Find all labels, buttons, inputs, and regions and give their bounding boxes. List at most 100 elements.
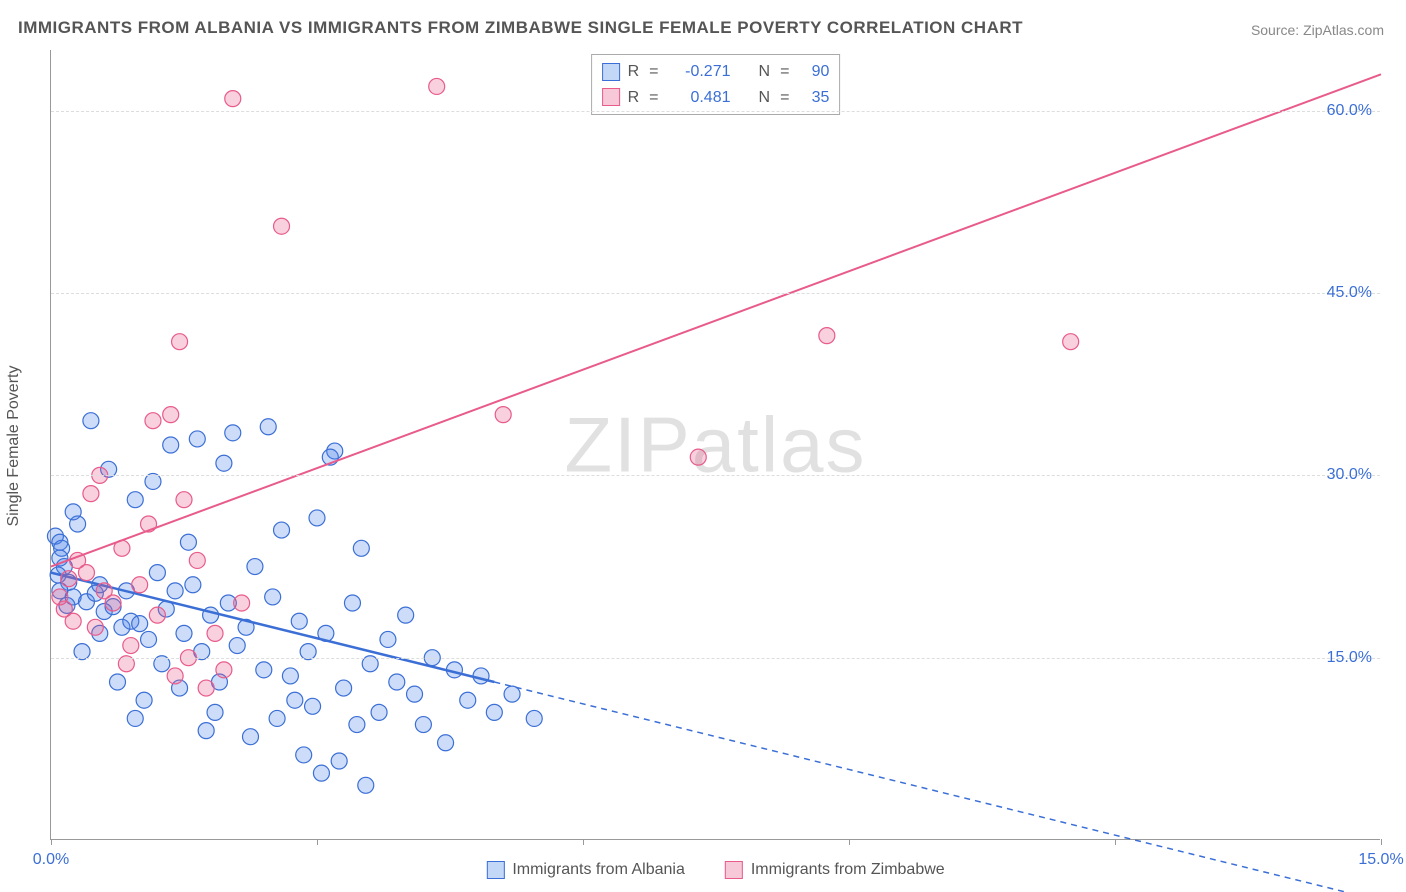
scatter-point: [460, 692, 476, 708]
scatter-point: [274, 218, 290, 234]
scatter-point: [274, 522, 290, 538]
scatter-point: [176, 492, 192, 508]
plot-area: ZIPatlas R = -0.271 N = 90 R = 0.481 N =…: [50, 50, 1380, 840]
x-tick: [51, 839, 52, 845]
scatter-point: [132, 577, 148, 593]
scatter-point: [127, 710, 143, 726]
scatter-point: [371, 704, 387, 720]
x-tick: [849, 839, 850, 845]
scatter-point: [265, 589, 281, 605]
scatter-point: [486, 704, 502, 720]
scatter-point: [127, 492, 143, 508]
scatter-point: [110, 674, 126, 690]
x-tick: [1115, 839, 1116, 845]
scatter-point: [87, 619, 103, 635]
scatter-point: [180, 534, 196, 550]
scatter-point: [473, 668, 489, 684]
scatter-point: [105, 595, 121, 611]
legend-item-zimbabwe: Immigrants from Zimbabwe: [725, 861, 945, 879]
scatter-point: [136, 692, 152, 708]
scatter-point: [123, 638, 139, 654]
scatter-point: [149, 565, 165, 581]
scatter-point: [407, 686, 423, 702]
scatter-point: [216, 662, 232, 678]
scatter-point: [145, 413, 161, 429]
scatter-point: [282, 668, 298, 684]
y-tick-label: 30.0%: [1327, 466, 1372, 484]
scatter-point: [78, 565, 94, 581]
gridline: [51, 658, 1380, 659]
scatter-point: [185, 577, 201, 593]
x-tick: [317, 839, 318, 845]
scatter-point: [260, 419, 276, 435]
scatter-point: [229, 638, 245, 654]
scatter-point: [358, 777, 374, 793]
scatter-point: [141, 631, 157, 647]
x-tick-label: 0.0%: [33, 851, 69, 869]
scatter-point: [313, 765, 329, 781]
scatter-point: [234, 595, 250, 611]
swatch-albania: [486, 861, 504, 879]
legend-item-albania: Immigrants from Albania: [486, 861, 685, 879]
scatter-point: [225, 91, 241, 107]
scatter-point: [819, 328, 835, 344]
scatter-point: [189, 431, 205, 447]
chart-title: IMMIGRANTS FROM ALBANIA VS IMMIGRANTS FR…: [18, 18, 1023, 38]
x-tick: [1381, 839, 1382, 845]
scatter-point: [132, 616, 148, 632]
scatter-point: [65, 613, 81, 629]
scatter-point: [287, 692, 303, 708]
scatter-point: [349, 717, 365, 733]
scatter-point: [256, 662, 272, 678]
scatter-point: [495, 407, 511, 423]
scatter-point: [247, 559, 263, 575]
scatter-point: [176, 625, 192, 641]
scatter-point: [163, 437, 179, 453]
y-axis-title: Single Female Poverty: [5, 366, 23, 527]
y-tick-label: 60.0%: [1327, 102, 1372, 120]
scatter-point: [331, 753, 347, 769]
source-label: Source: ZipAtlas.com: [1251, 22, 1384, 38]
swatch-zimbabwe: [725, 861, 743, 879]
scatter-point: [243, 729, 259, 745]
scatter-point: [690, 449, 706, 465]
legend-label-zimbabwe: Immigrants from Zimbabwe: [751, 861, 945, 879]
scatter-point: [61, 571, 77, 587]
scatter-point: [389, 674, 405, 690]
scatter-point: [149, 607, 165, 623]
legend-label-albania: Immigrants from Albania: [512, 861, 685, 879]
scatter-point: [1063, 334, 1079, 350]
scatter-point: [291, 613, 307, 629]
x-tick: [583, 839, 584, 845]
scatter-point: [83, 486, 99, 502]
scatter-svg: [51, 50, 1380, 839]
scatter-point: [353, 540, 369, 556]
scatter-point: [336, 680, 352, 696]
gridline: [51, 475, 1380, 476]
scatter-point: [216, 455, 232, 471]
scatter-point: [305, 698, 321, 714]
scatter-point: [172, 334, 188, 350]
scatter-point: [504, 686, 520, 702]
scatter-point: [269, 710, 285, 726]
gridline: [51, 111, 1380, 112]
scatter-point: [167, 668, 183, 684]
scatter-point: [438, 735, 454, 751]
scatter-point: [198, 680, 214, 696]
scatter-point: [225, 425, 241, 441]
scatter-point: [344, 595, 360, 611]
y-tick-label: 45.0%: [1327, 284, 1372, 302]
scatter-point: [429, 78, 445, 94]
scatter-point: [163, 407, 179, 423]
trend-line: [51, 74, 1381, 566]
scatter-point: [380, 631, 396, 647]
scatter-point: [309, 510, 325, 526]
y-tick-label: 15.0%: [1327, 649, 1372, 667]
scatter-point: [83, 413, 99, 429]
scatter-point: [65, 504, 81, 520]
gridline: [51, 293, 1380, 294]
scatter-point: [198, 723, 214, 739]
scatter-point: [207, 625, 223, 641]
scatter-point: [296, 747, 312, 763]
scatter-point: [526, 710, 542, 726]
